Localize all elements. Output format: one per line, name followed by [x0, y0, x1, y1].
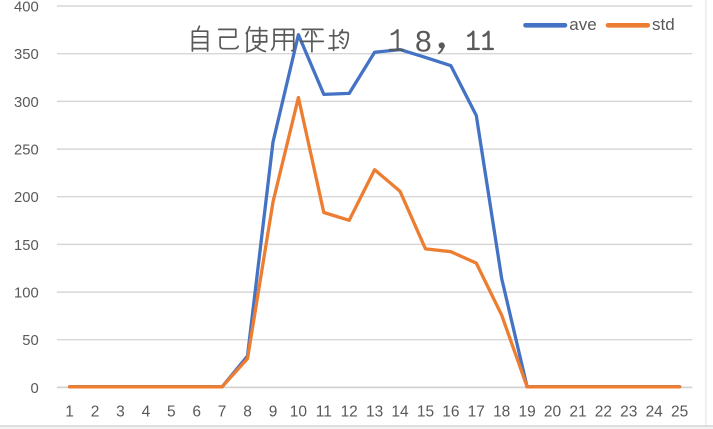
- svg-text:11: 11: [316, 404, 332, 421]
- svg-text:18: 18: [493, 404, 510, 421]
- svg-text:250: 250: [14, 143, 39, 159]
- svg-text:12: 12: [341, 404, 358, 421]
- svg-text:8: 8: [243, 404, 252, 421]
- svg-text:23: 23: [620, 404, 637, 421]
- svg-text:6: 6: [192, 404, 201, 421]
- svg-text:ave: ave: [569, 15, 596, 34]
- svg-text:13: 13: [366, 404, 383, 421]
- svg-text:8: 8: [415, 25, 432, 58]
- svg-text:5: 5: [167, 404, 176, 421]
- svg-text:9: 9: [269, 404, 278, 421]
- svg-text:350: 350: [14, 47, 39, 63]
- svg-text:50: 50: [22, 333, 38, 349]
- svg-text:4: 4: [142, 404, 151, 421]
- svg-text:24: 24: [646, 404, 664, 421]
- svg-text:10: 10: [290, 404, 308, 421]
- svg-text:1: 1: [65, 404, 74, 421]
- svg-text:16: 16: [442, 404, 459, 421]
- svg-text:15: 15: [417, 404, 434, 421]
- svg-text:14: 14: [391, 404, 409, 421]
- svg-text:7: 7: [218, 404, 227, 421]
- svg-text:100: 100: [14, 286, 39, 302]
- svg-text:19: 19: [518, 404, 535, 421]
- svg-text:2: 2: [91, 404, 100, 421]
- svg-text:400: 400: [14, 0, 39, 15]
- svg-text:0: 0: [30, 381, 38, 397]
- svg-text:17: 17: [468, 404, 485, 421]
- svg-text:std: std: [652, 15, 675, 34]
- svg-text:3: 3: [116, 404, 125, 421]
- svg-text:22: 22: [595, 404, 612, 421]
- svg-text:20: 20: [544, 404, 562, 421]
- svg-text:150: 150: [14, 238, 39, 254]
- svg-text:200: 200: [14, 190, 39, 206]
- svg-text:300: 300: [14, 95, 39, 111]
- svg-text:25: 25: [671, 404, 688, 421]
- svg-text:21: 21: [569, 404, 586, 421]
